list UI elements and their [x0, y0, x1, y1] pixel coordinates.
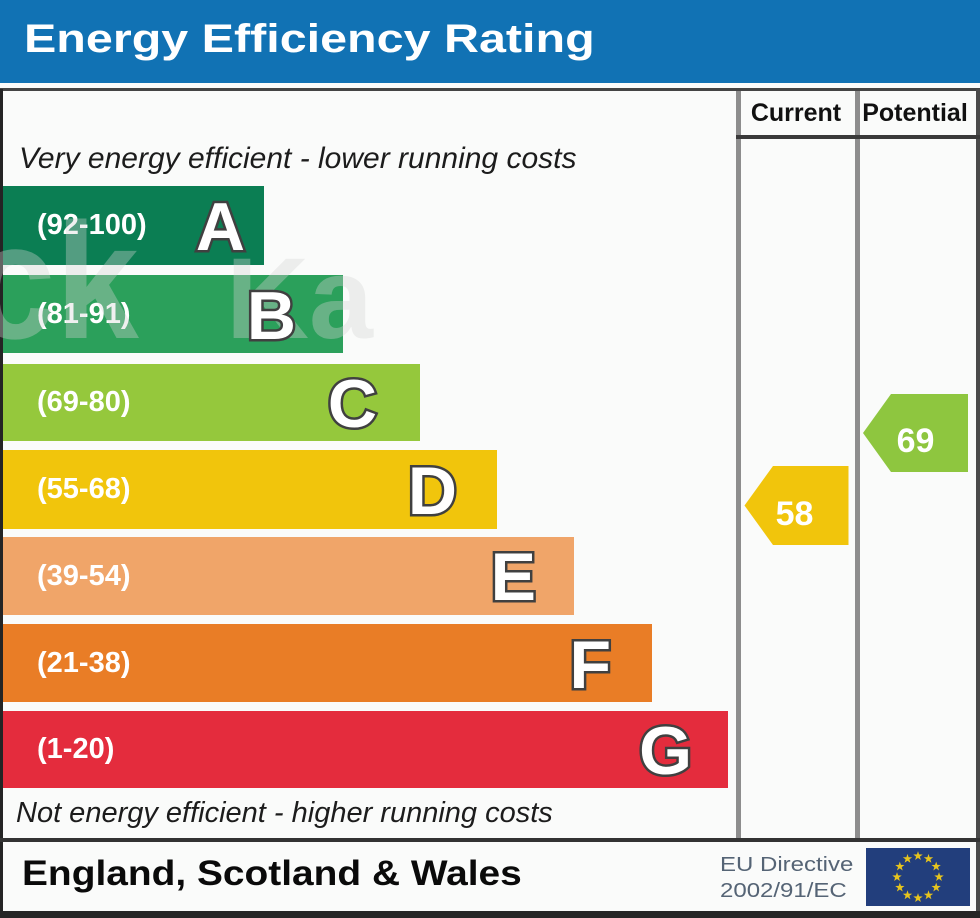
- svg-text:69: 69: [897, 422, 935, 460]
- svg-text:B: B: [247, 278, 296, 354]
- svg-text:58: 58: [776, 495, 814, 533]
- svg-text:F: F: [569, 627, 611, 703]
- svg-text:A: A: [196, 189, 245, 265]
- svg-text:Ka: Ka: [226, 235, 374, 363]
- svg-text:E: E: [491, 539, 536, 615]
- svg-text:Ka: Ka: [226, 235, 374, 363]
- svg-text:D: D: [408, 453, 457, 529]
- svg-text:ck: ck: [0, 189, 139, 373]
- svg-text:ck: ck: [0, 189, 139, 373]
- svg-text:G: G: [639, 713, 692, 789]
- svg-text:C: C: [328, 366, 377, 442]
